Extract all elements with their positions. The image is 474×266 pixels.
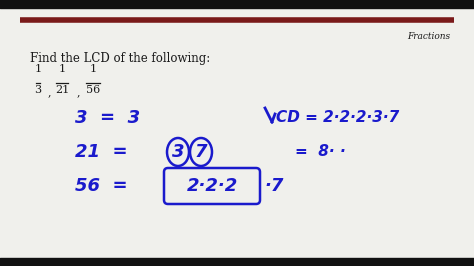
Text: 56: 56 [86, 85, 100, 95]
Text: CD = 2·2·2·3·7: CD = 2·2·2·3·7 [276, 110, 399, 126]
Text: 21  =: 21 = [75, 143, 128, 161]
Text: Fractions: Fractions [407, 32, 450, 41]
Text: 3: 3 [35, 85, 42, 95]
Text: 56  =: 56 = [75, 177, 128, 195]
Text: 7: 7 [195, 143, 207, 161]
Text: 2·2·2: 2·2·2 [186, 177, 237, 195]
Text: 3  =  3: 3 = 3 [75, 109, 140, 127]
Text: ,: , [76, 87, 80, 97]
Text: 3: 3 [172, 143, 184, 161]
Text: 1: 1 [35, 64, 42, 74]
Text: ·7: ·7 [264, 177, 283, 195]
Text: 21: 21 [55, 85, 69, 95]
Text: ,: , [47, 87, 51, 97]
Text: ·: · [340, 144, 346, 160]
Text: Find the LCD of the following:: Find the LCD of the following: [30, 52, 210, 65]
Text: =  8·: = 8· [295, 144, 335, 160]
Text: 1: 1 [90, 64, 97, 74]
Text: 1: 1 [58, 64, 65, 74]
